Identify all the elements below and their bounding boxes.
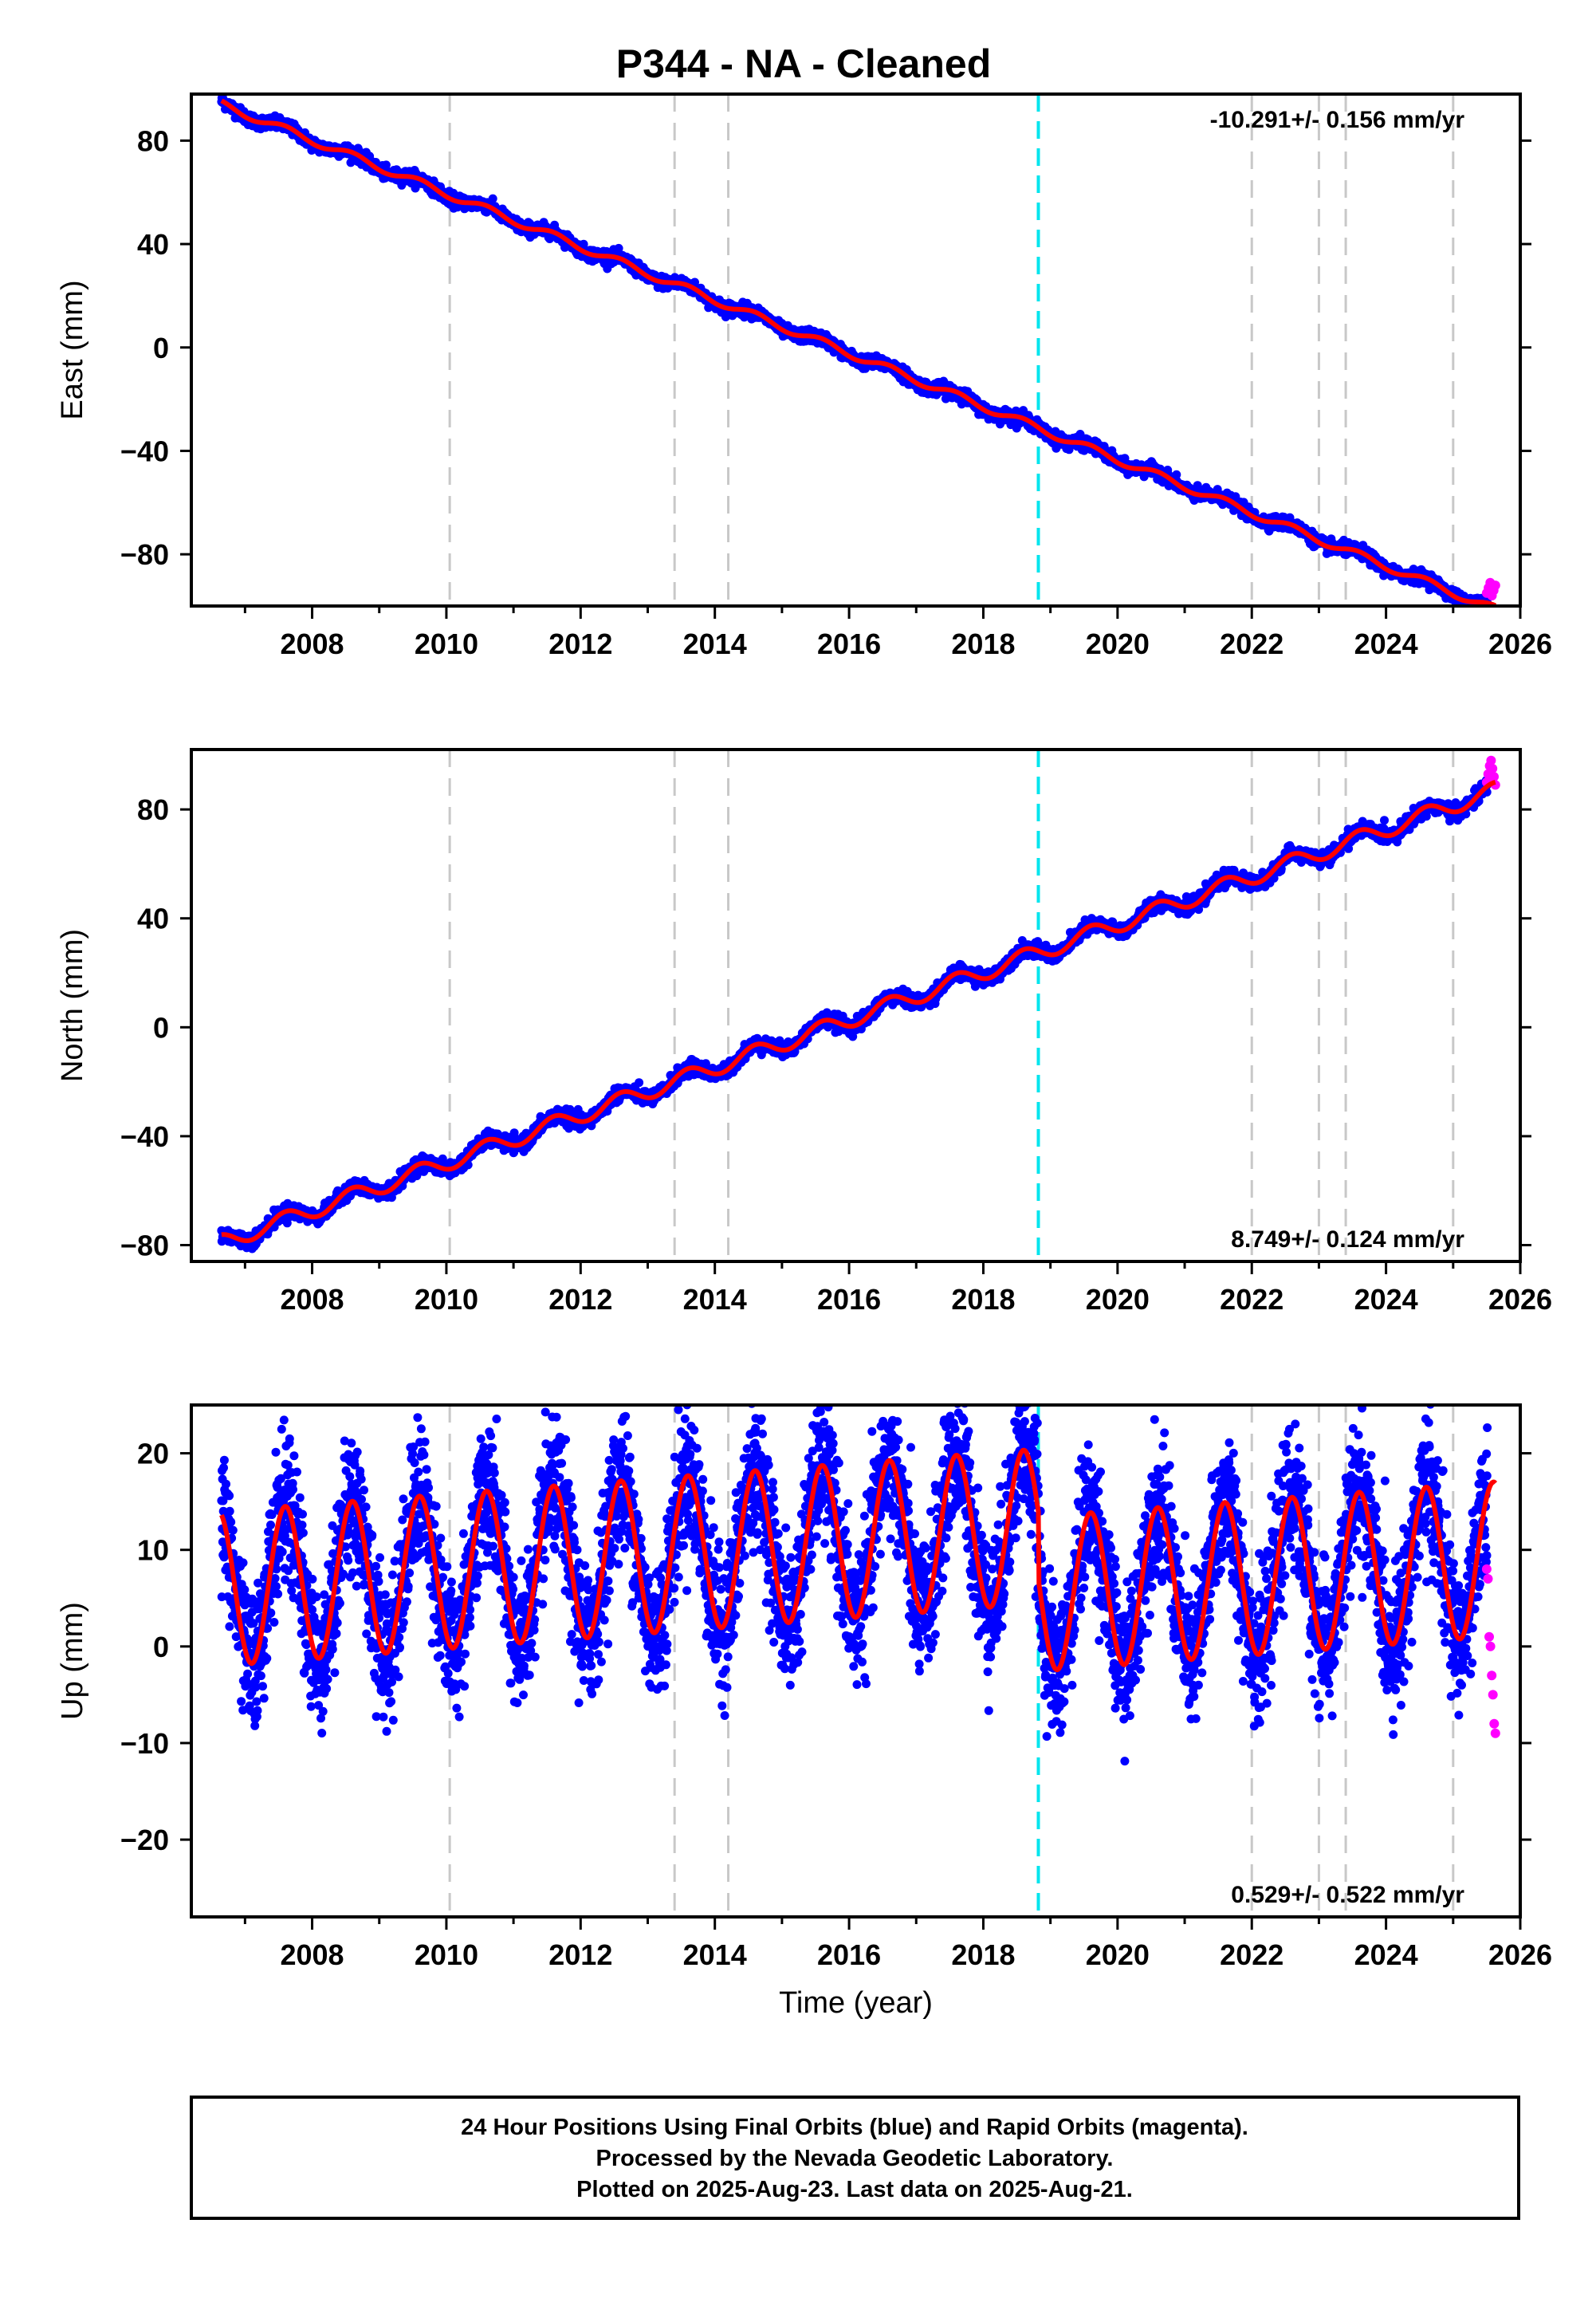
- data-point: [381, 160, 391, 170]
- data-point: [635, 1078, 644, 1088]
- x-tick-label: 2008: [280, 628, 344, 660]
- x-tick-label: 2024: [1354, 628, 1418, 660]
- y-tick-label: 0: [153, 332, 169, 364]
- east-panel: 2008 2010 2012 2014 2016 2018 2020 2022 2024 2026…: [56, 92, 1552, 660]
- x-tick-label: 2018: [951, 628, 1015, 660]
- final-orbit-points: [217, 94, 1492, 606]
- chart-title: P344 - NA - Cleaned: [616, 41, 992, 86]
- x-tick-label: 2026: [1488, 628, 1552, 660]
- x-tick-label: 2014: [683, 628, 747, 660]
- final-orbit-points: [217, 776, 1492, 1253]
- y-tick-label: 80: [137, 124, 169, 157]
- y-tick-label: −80: [120, 538, 169, 571]
- x-tick-label: 2020: [1086, 628, 1150, 660]
- north-panel: 2008 2010 2012 2014 2016 2018 2020 2022 2024 2026…: [56, 748, 1552, 1316]
- y-tick-label: 40: [137, 228, 169, 261]
- rate-annotation: -10.291+/- 0.156 mm/yr: [1210, 107, 1465, 133]
- rapid-point: [1490, 580, 1500, 591]
- plot-area: [217, 750, 1500, 1261]
- x-tick-label: 2010: [415, 628, 478, 660]
- x-tick-label: 2016: [817, 628, 881, 660]
- y-tick-label: −40: [120, 435, 169, 467]
- plot-area: [217, 94, 1500, 606]
- data-point: [614, 243, 623, 253]
- x-tick-label: 2022: [1220, 628, 1283, 660]
- y-axis-label: East (mm): [56, 280, 89, 419]
- x-tick-label: 2012: [548, 628, 612, 660]
- data-point: [488, 194, 497, 203]
- rapid-orbit-points: [1481, 577, 1500, 600]
